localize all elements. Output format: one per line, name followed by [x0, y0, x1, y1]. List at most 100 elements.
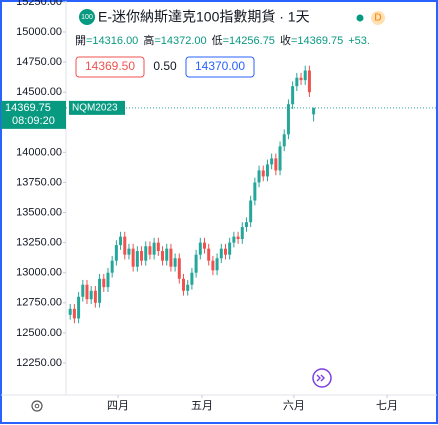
ohlc-value: =14372.00 [154, 35, 206, 47]
candle-body [236, 236, 240, 240]
settings-icon[interactable] [31, 400, 43, 412]
candle-body [98, 278, 102, 303]
candle-body [265, 164, 269, 177]
candle-body [198, 242, 202, 255]
y-tick-label: 12750.00 [16, 297, 62, 309]
candle-body [215, 258, 219, 271]
candle-body [240, 226, 244, 240]
candle-body [177, 258, 181, 279]
candle-body [106, 272, 110, 288]
candle-body [257, 170, 261, 183]
candle-body [299, 77, 303, 81]
symbol-tag-label: NQM2023 [72, 103, 118, 114]
candle-body [123, 236, 127, 255]
bid-value: 14369.50 [85, 59, 135, 73]
ohlc-key: 開 [75, 34, 86, 47]
candle-body [152, 242, 156, 255]
candle-body [140, 251, 144, 261]
candle-body [295, 77, 299, 87]
goto-circle[interactable] [312, 368, 332, 388]
x-tick-label: 四月 [107, 400, 129, 412]
candle-body [232, 236, 236, 243]
y-tick-label: 15250.00 [16, 0, 62, 8]
candle-body [119, 236, 123, 246]
candle-body [244, 222, 248, 227]
ohlc-value: =14316.00 [86, 35, 138, 47]
candle-body [81, 284, 85, 297]
ohlc-key: 收 [280, 33, 291, 47]
candle-body [307, 70, 311, 93]
ohlc-key: 高 [143, 33, 154, 47]
candle-body [194, 254, 198, 273]
candle-body [182, 278, 186, 291]
candle-body [85, 284, 89, 300]
y-tick-label: 14750.00 [16, 56, 62, 68]
candle-body [89, 290, 93, 300]
symbol-icon [79, 9, 95, 25]
candle-body [72, 308, 76, 319]
price-tag-time: 08:09:20 [12, 115, 55, 127]
candle-body [270, 158, 274, 165]
candle-body [110, 260, 114, 273]
candle-body [261, 170, 265, 177]
goto-arrows[interactable] [316, 374, 325, 382]
symbol-tag [69, 100, 125, 115]
y-tick-label: 14500.00 [16, 86, 62, 98]
y-tick-label: 13250.00 [16, 237, 62, 249]
ask-box[interactable] [185, 56, 255, 78]
ohlc-header: 開=14316.00 高=14372.00 低=14256.75 收=14369.75… [75, 33, 370, 47]
ask-value: 14370.00 [195, 59, 245, 73]
candle-body [173, 258, 177, 267]
y-tick-label: 12250.00 [16, 357, 62, 369]
candle-body [211, 260, 215, 271]
goto-icon[interactable] [312, 368, 332, 388]
candle-body [169, 248, 173, 267]
gear-center[interactable] [34, 403, 40, 409]
candle-body [156, 242, 160, 252]
x-tick-label: 七月 [376, 399, 398, 412]
candle-body [223, 248, 227, 255]
candle-body [282, 134, 286, 147]
candle-body [303, 70, 307, 81]
bid-box[interactable] [75, 56, 145, 78]
candle-body [207, 248, 211, 261]
candle-body [68, 308, 72, 315]
gear[interactable] [31, 400, 43, 412]
candle-body [102, 278, 106, 288]
badge-label: D [374, 13, 381, 24]
x-tick-label: 五月 [191, 400, 213, 412]
candle-body [312, 107, 316, 115]
chart-title: E-迷你納斯達克100指數期貨 · 1天 [98, 9, 310, 25]
price-tag [1, 100, 66, 129]
y-tick-label: 12500.00 [16, 327, 62, 339]
candle-body [144, 246, 148, 261]
symbol-icon-label: 100 [81, 14, 93, 21]
candle-body [219, 248, 223, 259]
y-tick-label: 13500.00 [16, 206, 62, 218]
candle-body [291, 86, 295, 105]
y-tick-label: 15000.00 [16, 26, 62, 38]
candle-body [274, 158, 278, 171]
candle-body [165, 248, 169, 261]
candle-body [77, 296, 81, 319]
candle-body [148, 246, 152, 255]
candle-body [93, 290, 97, 303]
spread-value: 0.50 [153, 59, 177, 73]
price-tag-value: 14369.75 [5, 102, 51, 114]
candle-body [286, 104, 290, 135]
candle-body [131, 248, 135, 267]
badge [371, 11, 385, 25]
candle-body [228, 242, 232, 255]
candle-body [249, 200, 253, 223]
ohlc-value: =14369.75 [291, 35, 343, 47]
candle-body [190, 272, 194, 285]
y-tick-label: 14000.00 [16, 146, 62, 158]
x-tick-label: 六月 [283, 399, 305, 412]
candle-body [278, 146, 282, 171]
candle-body [253, 182, 257, 201]
candle-body [202, 242, 206, 249]
y-tick-label: 13750.00 [16, 176, 62, 188]
ohlc-value: =14256.75 [223, 35, 275, 47]
change-value: +53. [348, 35, 370, 47]
